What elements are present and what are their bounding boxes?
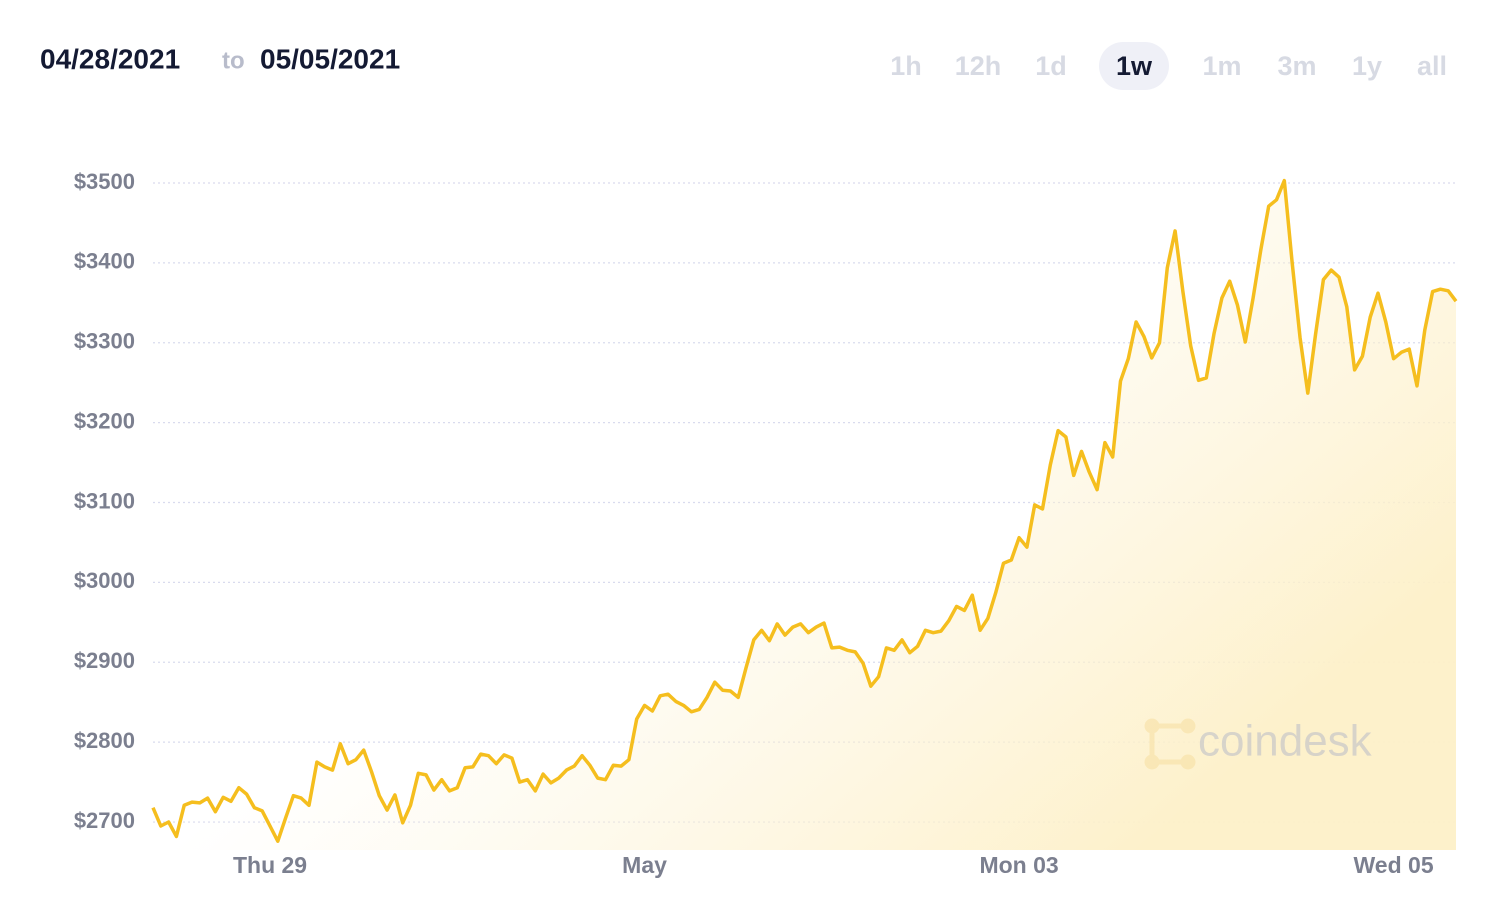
range-button[interactable]: 1m xyxy=(1202,51,1241,81)
range-button[interactable]: 3m xyxy=(1277,51,1316,81)
x-tick-label: Thu 29 xyxy=(233,852,307,878)
x-tick-label: Mon 03 xyxy=(979,852,1058,878)
watermark: coindesk xyxy=(1144,717,1373,770)
range-button[interactable]: 1d xyxy=(1035,51,1067,81)
range-button[interactable]: 1w xyxy=(1116,51,1153,81)
range-button[interactable]: all xyxy=(1417,51,1447,81)
y-tick-label: $2800 xyxy=(74,728,135,753)
range-button[interactable]: 1y xyxy=(1352,51,1382,81)
area xyxy=(153,180,1456,851)
y-tick-label: $3200 xyxy=(74,408,135,433)
date-to: 05/05/2021 xyxy=(260,43,400,74)
y-tick-label: $2700 xyxy=(74,808,135,833)
y-tick-label: $3300 xyxy=(74,329,135,354)
range-button[interactable]: 12h xyxy=(955,51,1002,81)
y-tick-label: $2900 xyxy=(74,648,135,673)
date-from: 04/28/2021 xyxy=(40,43,180,74)
range-button[interactable]: 1h xyxy=(890,51,922,81)
y-tick-label: $3400 xyxy=(74,249,135,274)
y-tick-label: $3500 xyxy=(74,169,135,194)
y-tick-label: $3000 xyxy=(74,568,135,593)
plot: $2700 $2800 $2900 $3000 $3100 $3200 $3300 $3400… xyxy=(74,169,1458,878)
range-selected-bg xyxy=(1099,42,1169,90)
watermark-text: coindesk xyxy=(1198,717,1373,766)
range-selector: 1h 12h 1d 1w 1m 3m 1y all xyxy=(890,42,1447,90)
date-separator: to xyxy=(222,47,245,74)
price-line xyxy=(151,178,1458,843)
x-tick-label: Wed 05 xyxy=(1354,852,1434,878)
x-tick-label: May xyxy=(622,852,667,878)
y-tick-label: $3100 xyxy=(74,488,135,513)
